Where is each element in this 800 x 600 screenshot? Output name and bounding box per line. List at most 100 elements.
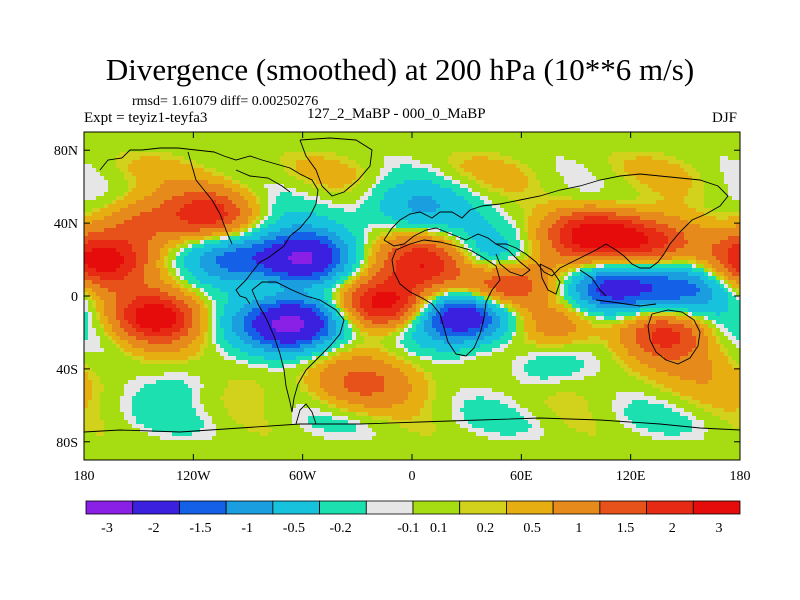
field-cell: [480, 216, 485, 221]
field-cell: [484, 172, 489, 177]
field-cell: [524, 180, 529, 185]
field-cell: [252, 144, 257, 149]
field-cell: [228, 196, 233, 201]
field-cell: [356, 208, 361, 213]
field-cell: [644, 176, 649, 181]
field-cell: [228, 240, 233, 245]
field-cell: [280, 208, 285, 213]
field-cell: [556, 208, 561, 213]
field-cell: [336, 156, 341, 161]
field-cell: [424, 188, 429, 193]
field-cell: [560, 184, 565, 189]
field-cell: [160, 236, 165, 241]
field-cell: [84, 156, 89, 161]
field-cell: [616, 200, 621, 205]
field-cell: [552, 160, 557, 165]
field-cell: [112, 208, 117, 213]
field-cell: [628, 236, 633, 241]
field-cell: [380, 180, 385, 185]
field-cell: [108, 172, 113, 177]
field-cell: [220, 216, 225, 221]
field-cell: [136, 252, 141, 257]
field-cell: [268, 136, 273, 141]
field-cell: [440, 200, 445, 205]
field-cell: [524, 232, 529, 237]
field-cell: [672, 136, 677, 141]
field-cell: [432, 216, 437, 221]
field-cell: [244, 176, 249, 181]
field-cell: [564, 176, 569, 181]
field-cell: [328, 184, 333, 189]
field-cell: [532, 184, 537, 189]
field-cell: [320, 252, 325, 257]
field-cell: [612, 248, 617, 253]
field-cell: [668, 172, 673, 177]
field-cell: [732, 164, 737, 169]
field-cell: [652, 216, 657, 221]
field-cell: [568, 188, 573, 193]
field-cell: [88, 248, 93, 253]
field-cell: [584, 200, 589, 205]
field-cell: [312, 132, 317, 137]
field-cell: [324, 244, 329, 249]
field-cell: [408, 176, 413, 181]
field-cell: [160, 188, 165, 193]
field-cell: [384, 212, 389, 217]
field-cell: [200, 140, 205, 145]
field-cell: [372, 176, 377, 181]
field-cell: [300, 136, 305, 141]
field-cell: [200, 180, 205, 185]
field-cell: [192, 200, 197, 205]
field-cell: [200, 132, 205, 137]
field-cell: [724, 140, 729, 145]
field-cell: [456, 168, 461, 173]
field-cell: [376, 204, 381, 209]
field-cell: [124, 200, 129, 205]
field-cell: [208, 164, 213, 169]
field-cell: [484, 196, 489, 201]
field-cell: [640, 156, 645, 161]
field-cell: [176, 212, 181, 217]
field-cell: [640, 176, 645, 181]
field-cell: [360, 172, 365, 177]
field-cell: [364, 224, 369, 229]
field-cell: [636, 236, 641, 241]
field-cell: [352, 228, 357, 233]
field-cell: [280, 196, 285, 201]
field-cell: [316, 220, 321, 225]
field-cell: [620, 184, 625, 189]
field-cell: [208, 172, 213, 177]
field-cell: [388, 220, 393, 225]
field-cell: [100, 172, 105, 177]
field-cell: [164, 244, 169, 249]
field-cell: [328, 236, 333, 241]
field-cell: [196, 212, 201, 217]
field-cell: [476, 152, 481, 157]
field-cell: [660, 184, 665, 189]
field-cell: [404, 148, 409, 153]
field-cell: [532, 176, 537, 181]
field-cell: [124, 192, 129, 197]
field-cell: [580, 160, 585, 165]
field-cell: [244, 200, 249, 205]
field-cell: [136, 240, 141, 245]
field-cell: [436, 144, 441, 149]
field-cell: [96, 252, 101, 257]
field-cell: [612, 160, 617, 165]
field-cell: [532, 228, 537, 233]
field-cell: [312, 196, 317, 201]
field-cell: [516, 140, 521, 145]
field-cell: [568, 228, 573, 233]
field-cell: [404, 196, 409, 201]
field-cell: [720, 212, 725, 217]
field-cell: [332, 140, 337, 145]
field-cell: [688, 192, 693, 197]
field-cell: [340, 240, 345, 245]
field-cell: [280, 204, 285, 209]
field-cell: [620, 248, 625, 253]
field-cell: [368, 172, 373, 177]
field-cell: [660, 176, 665, 181]
field-cell: [304, 224, 309, 229]
field-cell: [180, 232, 185, 237]
field-cell: [544, 132, 549, 137]
